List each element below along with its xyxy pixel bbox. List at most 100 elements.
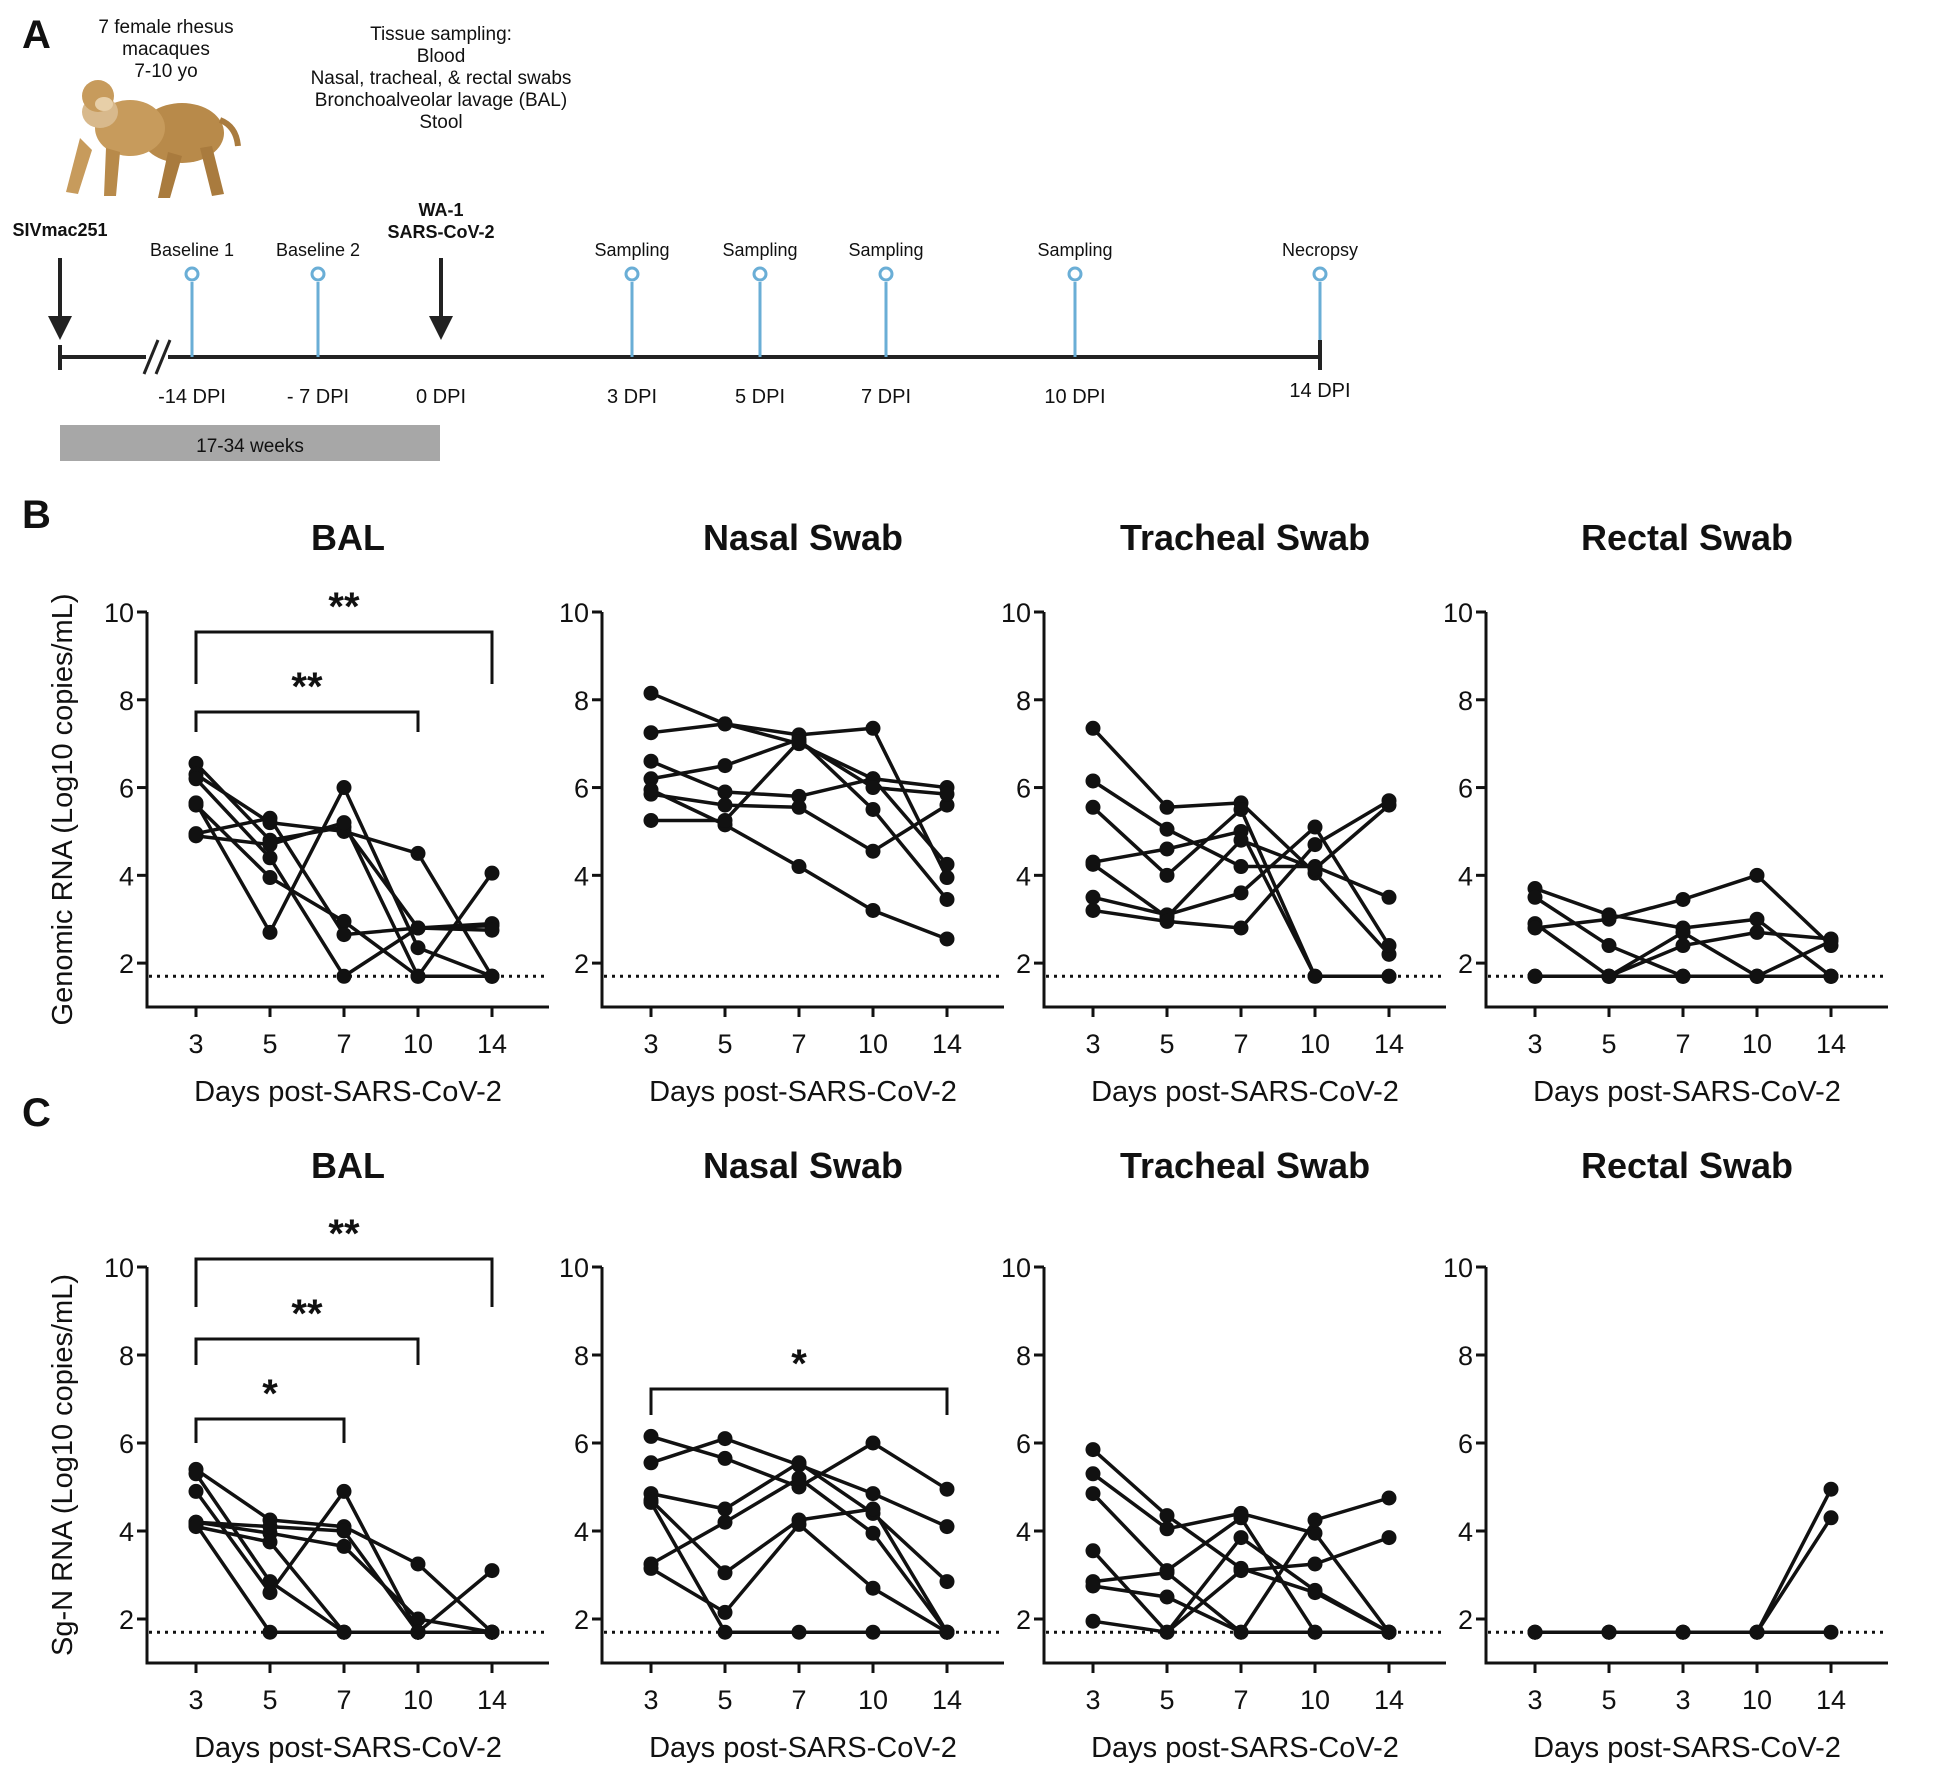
data-point (1749, 867, 1765, 883)
data-point (643, 771, 659, 787)
data-point (336, 815, 352, 831)
x-tick-label: 3 (188, 1029, 203, 1059)
data-point (484, 968, 500, 984)
data-point (1085, 773, 1101, 789)
timeline-event-8: Necropsy 14 DPI (1282, 240, 1358, 402)
chart-c-bal: BAL Sg-N RNA (Log10 copies/mL) 2 4 6 8 10 3 5 7 10… (47, 1145, 549, 1764)
y-tick-label: 4 (574, 1517, 589, 1547)
timeline-event-7: Sampling 10 DPI (1037, 240, 1112, 408)
chart-title: Tracheal Swab (1120, 517, 1370, 558)
x-tick-label: 3 (188, 1685, 203, 1715)
panel-b-label: B (22, 493, 51, 537)
y-tick-label: 2 (574, 1605, 589, 1635)
data-point (188, 1519, 204, 1535)
timeline-event-name: Sampling (848, 240, 923, 260)
panel-a-label: A (22, 13, 51, 57)
timeline-event-name: Sampling (722, 240, 797, 260)
y-tick-label: 4 (1458, 1517, 1473, 1547)
data-point (484, 922, 500, 938)
data-point (939, 870, 955, 886)
series-r3 (1527, 1624, 1839, 1640)
data-point (336, 927, 352, 943)
data-point (336, 1523, 352, 1539)
data-point (1233, 1563, 1249, 1579)
chart-title: Nasal Swab (703, 517, 903, 558)
series-t7 (1085, 1530, 1397, 1640)
x-tick-label: 14 (477, 1029, 507, 1059)
x-axis-label: Days post-SARS-CoV-2 (1091, 1076, 1399, 1108)
data-point (1381, 1624, 1397, 1640)
data-point (1233, 802, 1249, 817)
y-tick-label: 2 (1016, 949, 1031, 979)
y-tick-label: 6 (1016, 1429, 1031, 1459)
timeline-dpi-label: 3 DPI (607, 386, 657, 408)
x-tick-label: 14 (1374, 1029, 1404, 1059)
macaque-illustration (66, 80, 241, 198)
significance-label: * (791, 1342, 807, 1386)
x-tick-label: 10 (403, 1029, 433, 1059)
data-point (717, 1514, 733, 1530)
wa1-label-line-1: WA-1 (419, 200, 464, 220)
data-point (865, 843, 881, 859)
data-point (1527, 920, 1543, 936)
data-point (1159, 799, 1175, 815)
timeline-marker-pin-icon (624, 266, 640, 282)
data-point (1159, 913, 1175, 929)
wa1-arrow-icon (429, 258, 453, 340)
y-tick-label: 10 (104, 598, 134, 628)
wa1-label-line-2: SARS-CoV-2 (387, 222, 494, 242)
data-point (1601, 1624, 1617, 1640)
y-tick-label: 4 (1458, 861, 1473, 891)
data-point (643, 812, 659, 828)
data-point (262, 870, 278, 886)
data-point (1823, 933, 1839, 949)
data-point (1159, 841, 1175, 857)
data-point (717, 797, 733, 813)
data-point (1675, 1624, 1691, 1640)
data-point (791, 788, 807, 804)
series-t4 (1085, 1530, 1397, 1640)
data-point (939, 786, 955, 802)
timeline-event-2: Baseline 2 - 7 DPI (276, 240, 360, 408)
data-point (865, 1525, 881, 1541)
data-point (791, 733, 807, 749)
data-point (717, 1604, 733, 1620)
data-point (1233, 1530, 1249, 1546)
data-point (865, 1501, 881, 1517)
x-tick-label: 3 (643, 1685, 658, 1715)
x-axis-label: Days post-SARS-CoV-2 (1533, 1076, 1841, 1108)
data-point (1233, 1624, 1249, 1640)
data-point (717, 1565, 733, 1581)
timeline-dpi-label: 0 DPI (416, 386, 466, 408)
significance-bracket: ** (194, 585, 494, 684)
timeline-marker-pin-icon (184, 266, 200, 282)
chart-title: Nasal Swab (703, 1145, 903, 1186)
x-tick-label: 3 (1085, 1029, 1100, 1059)
data-point (939, 1481, 955, 1497)
series-n7 (643, 733, 955, 828)
y-tick-label: 8 (119, 686, 134, 716)
data-point (1381, 968, 1397, 984)
weeks-bar (60, 425, 440, 461)
x-tick-label: 10 (403, 1685, 433, 1715)
data-point (188, 771, 204, 787)
data-point (336, 780, 352, 796)
data-point (188, 1466, 204, 1482)
data-point (1159, 867, 1175, 883)
x-tick-label: 7 (1233, 1685, 1248, 1715)
significance-bracket: * (194, 1372, 346, 1443)
data-point (643, 782, 659, 798)
x-tick-label: 5 (262, 1685, 277, 1715)
data-point (865, 780, 881, 796)
significance-label: ** (328, 585, 360, 629)
x-tick-label: 14 (932, 1685, 962, 1715)
y-tick-label: 4 (1016, 1517, 1031, 1547)
significance-bracket: ** (194, 665, 420, 732)
data-point (410, 940, 426, 956)
chart-c-rectal-swab: Rectal Swab 2 4 6 8 10 3 5 3 10 14 Days post-SARS-C… (1443, 1145, 1888, 1764)
timeline-event-name: Baseline 1 (150, 240, 234, 260)
series-a6 (188, 815, 500, 984)
y-tick-label: 10 (559, 598, 589, 628)
chart-title: BAL (311, 1145, 385, 1186)
data-point (1307, 819, 1323, 835)
